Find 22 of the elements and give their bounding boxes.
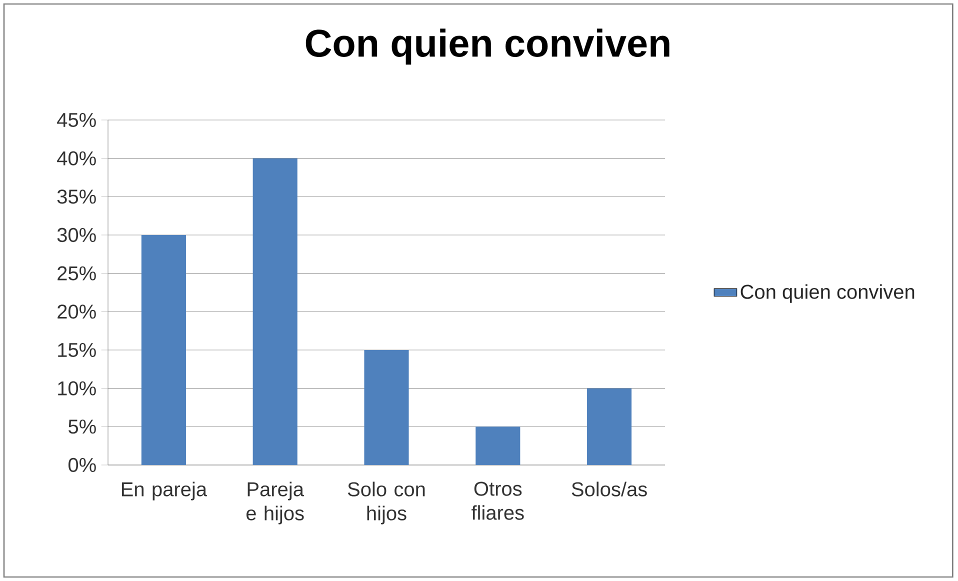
y-tick-label: 30% [57, 228, 96, 242]
bar [252, 158, 298, 465]
y-tick-label: 40% [57, 151, 96, 166]
y-tick-label: 25% [58, 266, 96, 280]
legend-label: Con quien conviven [740, 284, 914, 303]
bar [587, 388, 632, 465]
y-tick-label: 5% [68, 420, 96, 434]
x-tick-label: En pareja [122, 482, 208, 500]
bar [476, 426, 520, 465]
y-tick-label: 20% [58, 304, 96, 319]
x-tick-label: Solo con hijos [348, 482, 425, 524]
bar [141, 234, 186, 465]
chart-title: Con quien conviven [306, 28, 670, 65]
y-tick-label: 10% [58, 381, 96, 396]
y-tick-label: 35% [57, 190, 96, 204]
y-tick-label: 15% [58, 342, 96, 358]
y-tick-label: 45% [57, 112, 96, 128]
x-tick-label: Pareja e hijos [246, 482, 304, 524]
x-tick-label: Solos/as [572, 482, 647, 496]
x-tick-label: Otros fliares [472, 482, 524, 520]
y-tick-label: 0% [68, 458, 96, 472]
bar [364, 350, 409, 465]
